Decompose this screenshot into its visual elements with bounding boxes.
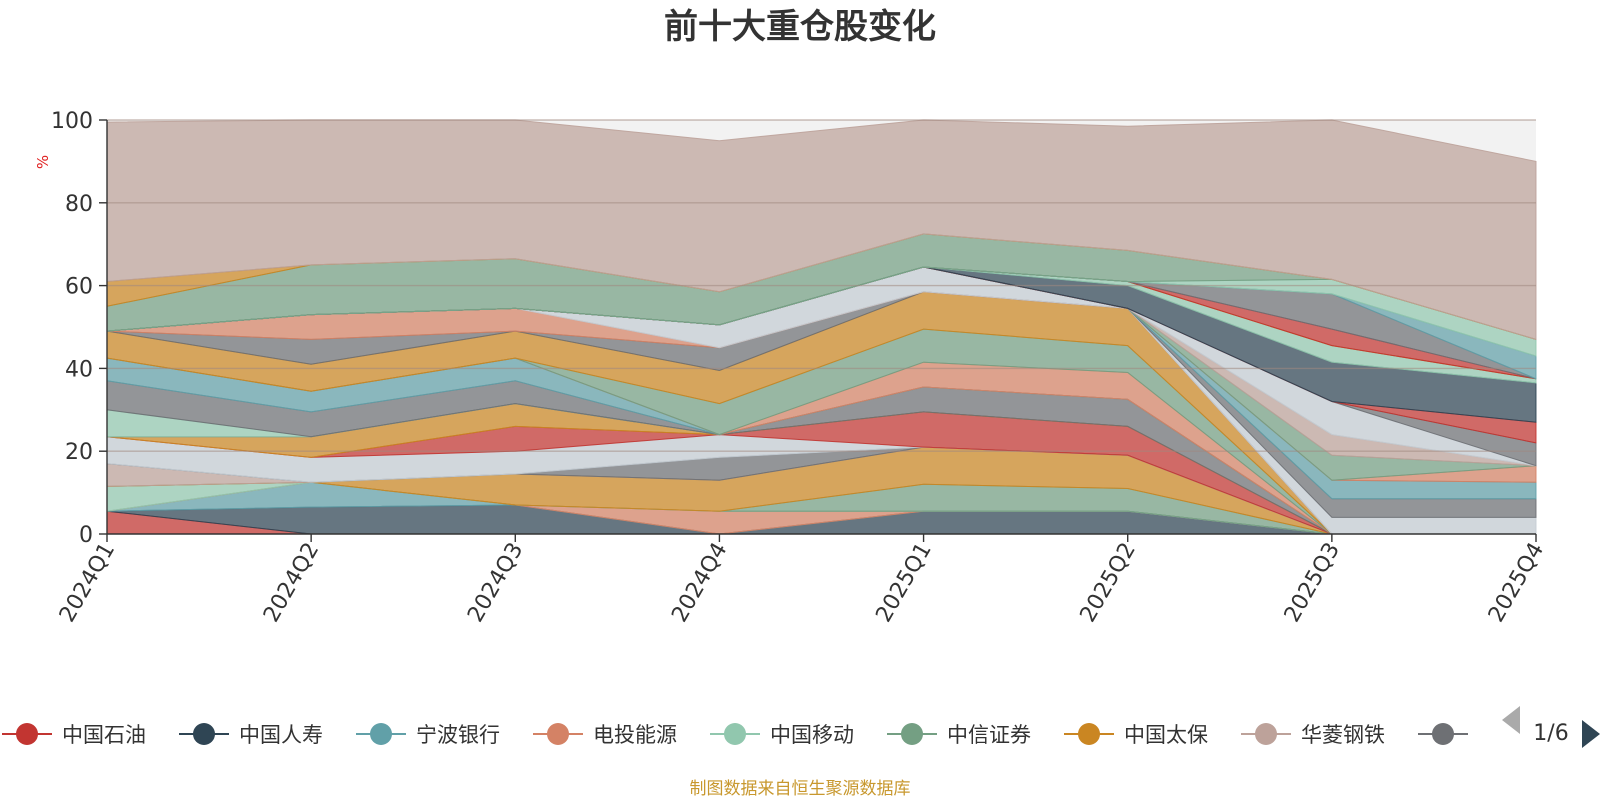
legend-circle-icon	[193, 723, 215, 745]
x-tick-label: 2025Q1	[871, 539, 936, 627]
legend-label: 中信证券	[947, 723, 1031, 747]
data-source-note: 制图数据来自恒生聚源数据库	[690, 779, 911, 799]
y-tick-label: 60	[65, 275, 93, 300]
legend-circle-icon	[724, 723, 746, 745]
x-tick-label: 2024Q4	[667, 539, 732, 627]
legend-item[interactable]: 华菱钢铁	[1241, 723, 1385, 747]
legend-circle-icon	[901, 723, 923, 745]
x-tick-label: 2025Q4	[1484, 539, 1549, 627]
area-series-group	[106, 119, 1537, 535]
triangle-right-icon[interactable]	[1582, 720, 1600, 748]
y-tick-labels: 0 20 40 60 80 100	[51, 109, 93, 548]
legend-circle-icon	[1432, 723, 1454, 745]
legend-label: 中国太保	[1124, 723, 1208, 747]
legend-label: 中国人寿	[239, 723, 323, 747]
legend-circle-icon	[1078, 723, 1100, 745]
legend-label: 宁波银行	[416, 723, 500, 747]
area-series-42	[106, 119, 1537, 341]
y-tick-label: 20	[65, 440, 93, 465]
legend-item[interactable]: 中国石油	[2, 723, 146, 747]
legend-label: 中国石油	[62, 723, 146, 747]
legend-item[interactable]: 中国移动	[710, 723, 854, 747]
legend-page-indicator: 1/6	[1533, 721, 1568, 746]
y-tick-label: 0	[79, 523, 93, 548]
legend-item[interactable]: 中信证券	[887, 723, 1031, 747]
y-tick-label: 80	[65, 192, 93, 217]
legend-item[interactable]: 中国太保	[1064, 723, 1208, 747]
x-tick-labels: 2024Q1 2024Q2 2024Q3 2024Q4 2025Q1 2025Q2 2025…	[55, 539, 1549, 627]
legend-label: 华菱钢铁	[1301, 723, 1385, 747]
x-tick-label: 2025Q2	[1076, 539, 1141, 627]
legend-item[interactable]: 电投能源	[533, 723, 677, 747]
y-axis-unit-label: %	[34, 155, 52, 169]
legend-label: 电投能源	[593, 723, 677, 747]
legend-label: 中国移动	[770, 723, 854, 747]
chart-title: 前十大重仓股变化	[664, 7, 936, 47]
legend-circle-icon	[16, 723, 38, 745]
legend-circle-icon	[370, 723, 392, 745]
x-tick-label: 2024Q1	[55, 539, 120, 627]
legend-circle-icon	[1255, 723, 1277, 745]
x-tick-label: 2025Q3	[1280, 539, 1345, 627]
legend-item[interactable]: 宁波银行	[356, 723, 500, 747]
legend-circle-icon	[547, 723, 569, 745]
legend-item-truncated[interactable]	[1418, 723, 1468, 745]
y-tick-label: 100	[51, 109, 93, 134]
legend: 中国石油 中国人寿 宁波银行 电投能源 中国移动 中信证券 中国太保 华菱钢铁	[2, 723, 1468, 747]
legend-pager: 1/6	[1502, 706, 1600, 748]
triangle-left-icon[interactable]	[1502, 706, 1520, 734]
axes	[99, 119, 1537, 542]
grid-lines	[107, 119, 1536, 452]
x-tick-label: 2024Q2	[259, 539, 324, 627]
legend-item[interactable]: 中国人寿	[179, 723, 323, 747]
y-tick-label: 40	[65, 357, 93, 382]
x-tick-label: 2024Q3	[463, 539, 528, 627]
